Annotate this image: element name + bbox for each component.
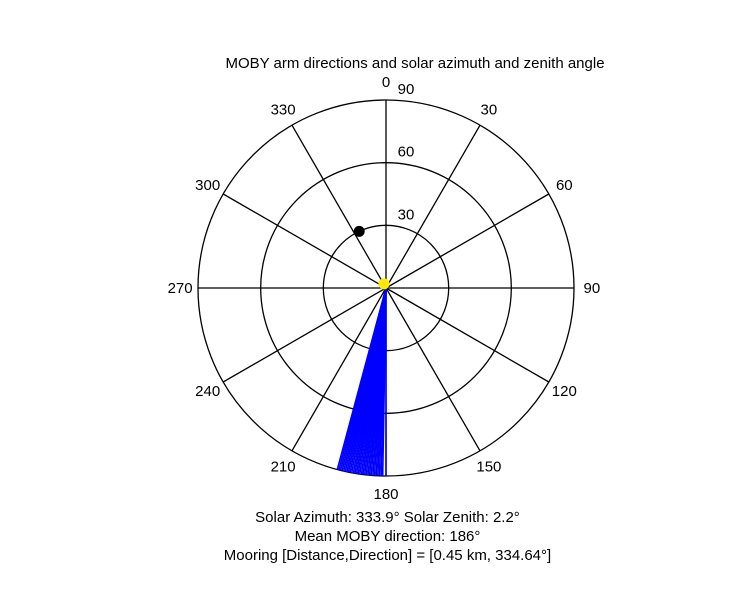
moby-arm-line-29 [336,287,387,470]
mooring-marker [353,225,365,237]
moby-direction-line: Mean MOBY direction: 186° [294,528,481,545]
angle-label-90: 90 [584,280,601,297]
sun-marker [378,278,390,290]
radial-label-30: 30 [398,206,415,223]
spoke-120 [385,287,550,383]
spoke-240 [222,287,387,383]
radial-label-60: 60 [398,144,415,161]
spoke-60 [385,193,550,289]
angle-label-120: 120 [552,383,577,400]
angle-label-330: 330 [271,102,296,119]
spoke-210 [291,287,387,452]
angle-label-60: 60 [556,177,573,194]
angle-label-0: 0 [382,74,390,91]
radial-label-90: 90 [398,81,415,98]
angle-label-210: 210 [271,458,296,475]
spoke-300 [222,193,387,289]
angle-label-300: 300 [195,177,220,194]
angle-label-30: 30 [481,102,498,119]
angle-label-270: 270 [168,280,193,297]
spoke-150 [385,287,481,452]
mooring-info-line: Mooring [Distance,Direction] = [0.45 km,… [223,547,552,564]
spoke-30 [385,124,481,289]
solar-info-line: Solar Azimuth: 333.9° Solar Zenith: 2.2° [255,509,520,526]
angle-label-180: 180 [373,486,398,503]
angle-label-240: 240 [195,383,220,400]
angle-label-150: 150 [476,458,501,475]
spoke-330 [291,124,387,289]
chart-title: MOBY arm directions and solar azimuth an… [225,55,605,72]
